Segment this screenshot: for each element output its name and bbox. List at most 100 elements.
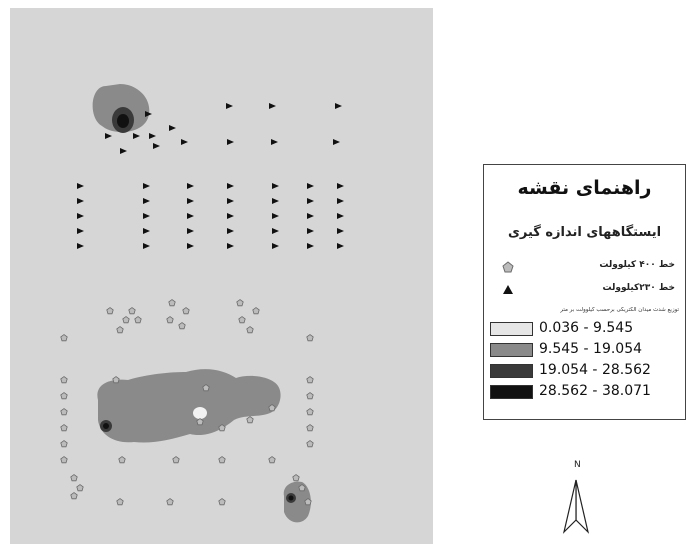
north-arrow-icon [562, 479, 590, 534]
station-400kv-marker [306, 424, 314, 432]
station-400kv-marker [304, 498, 312, 506]
station-230kv-marker [272, 213, 279, 219]
station-230kv-marker [169, 125, 176, 131]
legend-title: راهنمای نقشه [517, 177, 652, 199]
station-400kv-marker [122, 316, 130, 324]
station-400kv-marker [292, 474, 300, 482]
station-400kv-marker [306, 334, 314, 342]
station-400kv-marker [236, 299, 244, 307]
station-400kv-marker [306, 392, 314, 400]
station-230kv-marker [77, 228, 84, 234]
station-230kv-marker [143, 243, 150, 249]
station-230kv-marker [143, 198, 150, 204]
study-area-map [10, 8, 433, 544]
station-400kv-marker [246, 326, 254, 334]
station-400kv-marker [172, 456, 180, 464]
legend-swatch-1 [490, 322, 533, 336]
map-background [10, 8, 433, 544]
station-400kv-marker [178, 322, 186, 330]
station-230kv-marker [307, 243, 314, 249]
station-230kv-marker [187, 243, 194, 249]
station-230kv-marker [187, 183, 194, 189]
stations-230kv [77, 103, 344, 249]
legend-row-230kv: خط ۲۳۰کیلوولت [603, 283, 675, 293]
station-400kv-marker [116, 498, 124, 506]
legend-class-2: 9.545 - 19.054 [539, 341, 643, 357]
station-230kv-marker [272, 243, 279, 249]
station-230kv-marker [133, 133, 140, 139]
station-400kv-marker [128, 307, 136, 315]
station-230kv-marker [337, 213, 344, 219]
legend-swatch-2 [490, 343, 533, 357]
station-400kv-marker [60, 424, 68, 432]
station-230kv-marker [187, 198, 194, 204]
station-230kv-marker [272, 183, 279, 189]
station-230kv-marker [187, 213, 194, 219]
station-400kv-marker [60, 376, 68, 384]
station-230kv-marker [143, 213, 150, 219]
station-400kv-marker [118, 456, 126, 464]
station-400kv-marker [218, 498, 226, 506]
field-contour-lower [97, 369, 311, 523]
station-230kv-marker [77, 213, 84, 219]
station-400kv-marker [134, 316, 142, 324]
station-230kv-marker [227, 213, 234, 219]
stations-400kv [60, 299, 314, 506]
station-230kv-marker [145, 111, 152, 117]
station-230kv-marker [307, 228, 314, 234]
station-400kv-marker [306, 376, 314, 384]
pentagon-icon [502, 261, 514, 273]
legend-swatch-3 [490, 364, 533, 378]
legend-class-3: 19.054 - 28.562 [539, 362, 651, 378]
station-230kv-marker [77, 198, 84, 204]
station-400kv-marker [76, 484, 84, 492]
station-230kv-marker [272, 198, 279, 204]
triangle-icon [503, 285, 513, 294]
station-400kv-marker [60, 392, 68, 400]
station-230kv-marker [227, 198, 234, 204]
station-400kv-marker [70, 474, 78, 482]
legend-swatch-4 [490, 385, 533, 399]
station-400kv-marker [268, 404, 276, 412]
station-400kv-marker [298, 484, 306, 492]
legend-subtitle: ایستگاههای اندازه گیری [507, 225, 662, 240]
station-400kv-marker [182, 307, 190, 315]
station-230kv-marker [337, 243, 344, 249]
map-legend: راهنمای نقشه ایستگاههای اندازه گیری خط ۴… [483, 164, 686, 420]
station-400kv-marker [306, 408, 314, 416]
station-400kv-marker [238, 316, 246, 324]
station-400kv-marker [218, 424, 226, 432]
legend-230kv-label: خط ۲۳۰کیلوولت [602, 283, 675, 293]
station-230kv-marker [227, 243, 234, 249]
station-230kv-marker [143, 183, 150, 189]
legend-class-4: 28.562 - 38.071 [539, 383, 651, 399]
station-400kv-marker [60, 408, 68, 416]
station-230kv-marker [269, 103, 276, 109]
station-400kv-marker [70, 492, 78, 500]
station-230kv-marker [181, 139, 188, 145]
north-label: N [574, 460, 581, 470]
station-400kv-marker [60, 334, 68, 342]
station-230kv-marker [335, 103, 342, 109]
station-400kv-marker [116, 326, 124, 334]
station-230kv-marker [187, 228, 194, 234]
station-400kv-marker [60, 456, 68, 464]
station-400kv-marker [106, 307, 114, 315]
station-400kv-marker [306, 440, 314, 448]
station-230kv-marker [337, 228, 344, 234]
station-400kv-marker [268, 456, 276, 464]
legend-class-1: 0.036 - 9.545 [539, 320, 634, 336]
station-230kv-marker [227, 139, 234, 145]
station-230kv-marker [271, 139, 278, 145]
station-400kv-marker [246, 416, 254, 424]
station-400kv-marker [168, 299, 176, 307]
station-230kv-marker [143, 228, 150, 234]
station-230kv-marker [307, 183, 314, 189]
station-230kv-marker [307, 213, 314, 219]
station-400kv-marker [112, 376, 120, 384]
station-230kv-marker [77, 243, 84, 249]
station-230kv-marker [105, 133, 112, 139]
station-400kv-marker [166, 498, 174, 506]
station-230kv-marker [337, 183, 344, 189]
legend-400kv-label: خط ۴۰۰ کیلوولت [599, 260, 675, 270]
